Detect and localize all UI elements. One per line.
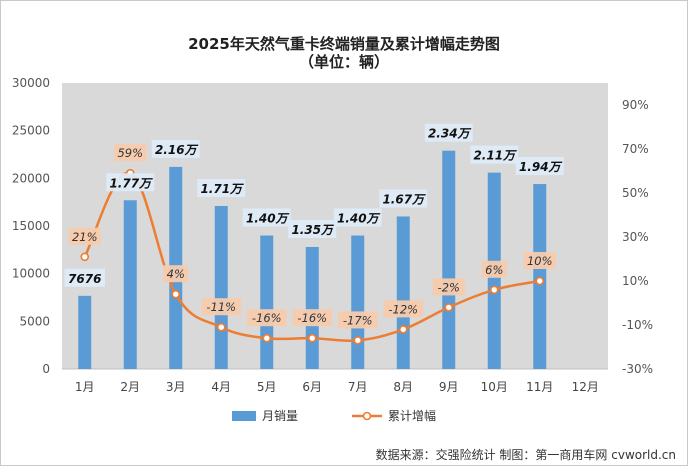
bar-data-label-bg (64, 268, 105, 287)
line-data-label-bg (383, 300, 424, 318)
x-tick-label: 1月 (75, 380, 95, 394)
line-data-label-bg (163, 265, 189, 283)
line-data-label-bg (68, 227, 101, 245)
bar-data-label: 1.40万 (246, 212, 290, 226)
bar-data-label-bg (288, 219, 337, 238)
x-tick-label: 3月 (166, 380, 186, 394)
line-point (171, 289, 181, 299)
bar (351, 235, 365, 369)
y-left-tick-label: 30000 (12, 76, 50, 90)
y-right-tick-label: -10% (622, 318, 653, 332)
bar-data-label-bg (333, 208, 382, 227)
line-data-label: 21% (72, 230, 98, 244)
x-tick-label: 11月 (526, 380, 553, 394)
bar-data-label: 1.35万 (291, 223, 335, 237)
line-point (444, 303, 454, 312)
bar-data-label-bg (106, 173, 155, 192)
y-right-tick-label: 50% (622, 186, 649, 200)
bar-data-label: 1.94万 (519, 160, 563, 174)
line-point (353, 336, 363, 345)
line-point (398, 325, 408, 334)
y-right-tick-label: 90% (622, 98, 649, 112)
bar-data-label: 2.16万 (155, 143, 199, 157)
line-data-label-bg (432, 278, 465, 296)
line-data-label-bg (201, 298, 242, 316)
line-data-label-bg (523, 252, 556, 269)
line-data-label-bg (337, 311, 378, 329)
bar-data-label: 7676 (68, 272, 101, 286)
line-data-label: 10% (527, 254, 553, 268)
line-point (80, 252, 90, 262)
bar-data-label-bg (424, 123, 473, 142)
line-point (489, 285, 499, 295)
bar-data-label-bg (379, 189, 428, 208)
x-tick-label: 2月 (120, 380, 140, 394)
line-data-label-bg (114, 144, 147, 162)
bar-data-label-bg (515, 157, 564, 176)
x-tick-label: 4月 (211, 380, 231, 394)
line-series-path (83, 171, 540, 343)
bar-data-label-bg (242, 208, 291, 227)
line-point (307, 333, 317, 343)
legend-bar-label: 月销量 (262, 409, 298, 423)
line-data-label: -12% (388, 302, 418, 316)
bar (214, 205, 228, 369)
y-right-tick-label: -30% (622, 362, 653, 376)
x-tick-label: 7月 (348, 380, 368, 394)
line-point (535, 276, 545, 286)
y-left-tick-label: 15000 (12, 219, 50, 233)
bar-data-label-bg (197, 178, 246, 197)
x-tick-label: 10月 (481, 380, 508, 394)
bar (442, 150, 456, 369)
line-data-label: -11% (206, 300, 236, 314)
y-left-tick-label: 20000 (12, 171, 50, 185)
chart-title: 2025年天然气重卡终端销量及累计增幅走势图 (188, 35, 500, 53)
line-data-label: 59% (117, 146, 143, 160)
legend-line-label: 累计增幅 (388, 408, 436, 423)
legend-line-marker (362, 411, 372, 421)
y-left-tick-label: 25000 (12, 124, 50, 138)
bar (260, 235, 274, 369)
bar-data-label: 1.77万 (109, 176, 153, 190)
y-left-tick-label: 0 (42, 362, 50, 376)
x-tick-label: 12月 (572, 380, 599, 394)
data-source: 数据来源：交强险统计 制图：第一商用车网 cvworld.cn (375, 448, 676, 462)
line-point (216, 322, 226, 332)
bar-data-label: 1.67万 (382, 192, 426, 206)
line-data-label: -16% (297, 311, 327, 325)
line-data-label-bg (481, 260, 507, 278)
y-right-tick-label: 30% (622, 230, 649, 244)
bar-data-label: 1.40万 (337, 212, 381, 226)
chart-subtitle: （单位：辆） (298, 53, 389, 71)
x-tick-label: 5月 (257, 380, 277, 394)
bar-data-label: 2.11万 (473, 149, 517, 163)
x-tick-label: 9月 (439, 380, 459, 394)
bar (123, 200, 137, 369)
bar (78, 295, 92, 369)
legend-bar-swatch (232, 411, 256, 421)
bar-data-label: 1.71万 (200, 182, 244, 196)
bar-data-label: 2.34万 (428, 127, 472, 141)
line-data-label: 6% (485, 263, 503, 277)
line-data-label: 4% (167, 267, 185, 281)
line-data-label-bg (292, 309, 333, 327)
y-left-tick-label: 10000 (12, 267, 50, 281)
line-data-label: -16% (252, 311, 282, 325)
line-data-label-bg (246, 309, 287, 327)
y-left-tick-label: 5000 (19, 314, 50, 328)
bar-data-label-bg (470, 145, 519, 164)
bar (396, 216, 410, 369)
line-data-label: -2% (438, 280, 460, 294)
y-right-tick-label: 10% (622, 274, 649, 288)
x-tick-label: 8月 (393, 380, 413, 394)
y-right-tick-label: 70% (622, 142, 649, 156)
bar (533, 184, 547, 369)
x-tick-label: 6月 (302, 380, 322, 394)
line-data-label: -17% (343, 313, 373, 327)
bar-data-label-bg (151, 139, 200, 158)
line-point (262, 333, 272, 343)
bar (305, 246, 319, 369)
